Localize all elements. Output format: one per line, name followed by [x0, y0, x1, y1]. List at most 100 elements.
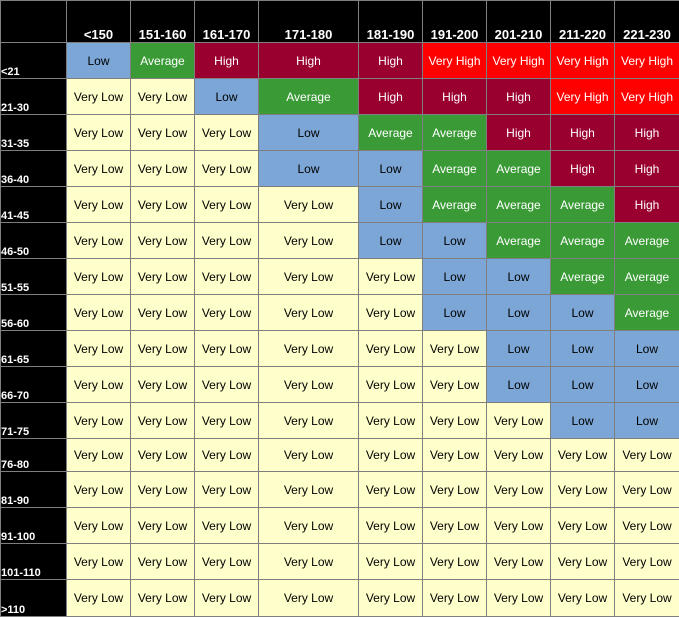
- risk-cell: Very Low: [67, 580, 131, 617]
- risk-cell: Very Low: [131, 115, 195, 151]
- risk-cell: Very Low: [615, 508, 679, 544]
- risk-cell: Low: [615, 331, 679, 367]
- risk-cell: High: [487, 79, 551, 115]
- row-header: 71-75: [1, 403, 67, 439]
- risk-cell: Very Low: [423, 439, 487, 472]
- risk-cell: Very High: [487, 43, 551, 79]
- row-header: 91-100: [1, 508, 67, 544]
- risk-cell: Low: [423, 295, 487, 331]
- row-header: 36-40: [1, 151, 67, 187]
- risk-cell: Very Low: [195, 580, 259, 617]
- risk-cell: Very Low: [131, 295, 195, 331]
- risk-cell: Average: [259, 79, 359, 115]
- risk-cell: Average: [487, 223, 551, 259]
- risk-cell: Very Low: [359, 439, 423, 472]
- risk-cell: Low: [423, 259, 487, 295]
- risk-cell: Average: [615, 295, 679, 331]
- risk-cell: Very Low: [259, 367, 359, 403]
- risk-cell: Very Low: [259, 472, 359, 508]
- risk-cell: Very Low: [551, 472, 615, 508]
- risk-cell: Very Low: [259, 331, 359, 367]
- risk-cell: Very Low: [67, 79, 131, 115]
- risk-cell: Average: [131, 43, 195, 79]
- risk-cell: Very Low: [487, 403, 551, 439]
- risk-cell: Very Low: [195, 367, 259, 403]
- risk-cell: Very Low: [259, 295, 359, 331]
- row-header: 66-70: [1, 367, 67, 403]
- column-header: 151-160: [131, 1, 195, 43]
- risk-cell: Average: [423, 187, 487, 223]
- risk-cell: Very High: [551, 43, 615, 79]
- risk-cell: Very Low: [195, 151, 259, 187]
- risk-cell: Very Low: [259, 403, 359, 439]
- risk-cell: Very Low: [615, 580, 679, 617]
- risk-cell: Average: [423, 115, 487, 151]
- risk-cell: Very Low: [131, 472, 195, 508]
- risk-cell: Low: [423, 223, 487, 259]
- risk-cell: Very Low: [195, 439, 259, 472]
- risk-cell: Very Low: [423, 580, 487, 617]
- risk-cell: Low: [67, 43, 131, 79]
- risk-cell: Very Low: [423, 367, 487, 403]
- risk-cell: High: [551, 151, 615, 187]
- risk-cell: Very Low: [615, 472, 679, 508]
- risk-cell: Very Low: [359, 259, 423, 295]
- risk-cell: Very Low: [67, 187, 131, 223]
- risk-cell: Very Low: [67, 295, 131, 331]
- risk-cell: Very Low: [131, 223, 195, 259]
- risk-cell: Very Low: [131, 259, 195, 295]
- row-header: 21-30: [1, 79, 67, 115]
- risk-cell: Very Low: [551, 508, 615, 544]
- row-header: 61-65: [1, 331, 67, 367]
- row-header: 76-80: [1, 439, 67, 472]
- risk-cell: Average: [487, 187, 551, 223]
- risk-cell: Very Low: [195, 223, 259, 259]
- column-header: 161-170: [195, 1, 259, 43]
- row-header: <21: [1, 43, 67, 79]
- risk-cell: High: [359, 79, 423, 115]
- risk-cell: Average: [423, 151, 487, 187]
- risk-cell: Very Low: [195, 331, 259, 367]
- risk-cell: Very Low: [195, 472, 259, 508]
- column-header: <150: [67, 1, 131, 43]
- risk-cell: Very Low: [131, 79, 195, 115]
- risk-cell: Very Low: [131, 508, 195, 544]
- risk-cell: Very Low: [67, 151, 131, 187]
- risk-cell: Very Low: [487, 580, 551, 617]
- risk-cell: Very Low: [359, 367, 423, 403]
- risk-cell: Very Low: [131, 367, 195, 403]
- risk-cell: Very Low: [131, 151, 195, 187]
- risk-cell: Very Low: [423, 331, 487, 367]
- risk-cell: Very Low: [67, 472, 131, 508]
- row-header: 46-50: [1, 223, 67, 259]
- risk-cell: Very Low: [67, 439, 131, 472]
- risk-cell: Very Low: [487, 544, 551, 580]
- risk-cell: Very Low: [195, 295, 259, 331]
- risk-cell: Very Low: [259, 544, 359, 580]
- risk-cell: Very Low: [67, 544, 131, 580]
- row-header: 101-110: [1, 544, 67, 580]
- risk-cell: Very Low: [615, 544, 679, 580]
- risk-cell: Low: [551, 295, 615, 331]
- risk-cell: Very Low: [259, 259, 359, 295]
- risk-cell: Very Low: [195, 115, 259, 151]
- risk-cell: Very Low: [131, 403, 195, 439]
- column-header: 221-230: [615, 1, 679, 43]
- risk-cell: Very Low: [195, 403, 259, 439]
- risk-cell: High: [487, 115, 551, 151]
- risk-cell: Low: [551, 331, 615, 367]
- risk-cell: High: [423, 79, 487, 115]
- risk-cell: Very Low: [195, 259, 259, 295]
- risk-cell: Very Low: [67, 115, 131, 151]
- column-header: 171-180: [259, 1, 359, 43]
- risk-cell: Very Low: [67, 508, 131, 544]
- risk-cell: Low: [551, 367, 615, 403]
- risk-cell: Low: [359, 223, 423, 259]
- row-header: 31-35: [1, 115, 67, 151]
